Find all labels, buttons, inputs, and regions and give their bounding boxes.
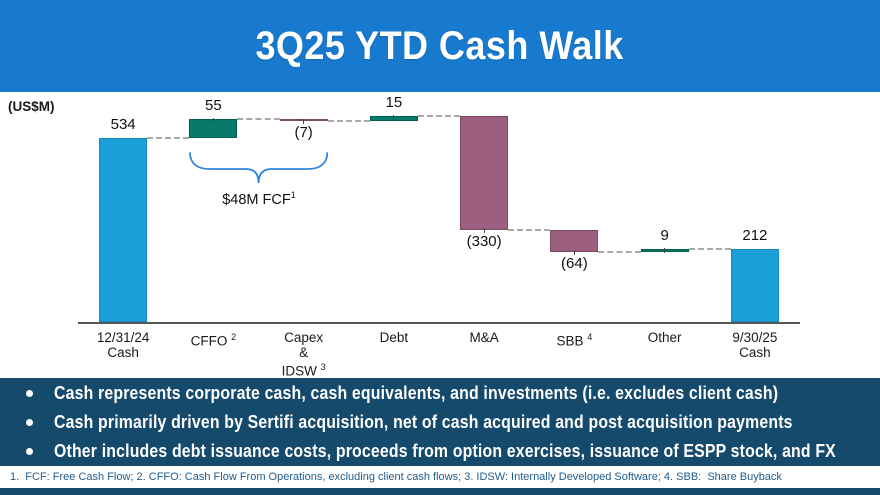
units-label: (US$M) bbox=[8, 99, 55, 114]
bottom-accent-bar bbox=[0, 488, 880, 495]
waterfall-bar-12-31-24-cash bbox=[99, 138, 148, 322]
connector-line bbox=[327, 120, 370, 123]
waterfall-bar-9-30-25-cash bbox=[730, 248, 779, 322]
label-leader-tick bbox=[393, 115, 395, 121]
footnote: 1. FCF: Free Cash Flow; 2. CFFO: Cash Fl… bbox=[0, 466, 880, 488]
x-axis-label-m-a: M&A bbox=[469, 330, 499, 345]
note-text: Cash represents corporate cash, cash equ… bbox=[54, 382, 779, 403]
waterfall-bar-m-a bbox=[460, 116, 509, 230]
x-axis-label-cffo: CFFO 2 bbox=[190, 332, 237, 349]
connector-line bbox=[147, 137, 190, 139]
connector-line bbox=[598, 251, 641, 254]
bullet-icon bbox=[26, 447, 33, 455]
x-axis-label-debt: Debt bbox=[379, 330, 409, 345]
bullet-icon bbox=[26, 418, 33, 426]
note-text: Cash primarily driven by Sertifi acquisi… bbox=[54, 411, 793, 432]
note-item: Cash primarily driven by Sertifi acquisi… bbox=[26, 409, 880, 435]
x-axis-line bbox=[78, 322, 800, 324]
bar-value-label: (7) bbox=[294, 124, 313, 142]
footnote-text: 1. FCF: Free Cash Flow; 2. CFFO: Cash Fl… bbox=[10, 471, 782, 483]
notes-panel: Cash represents corporate cash, cash equ… bbox=[0, 378, 880, 466]
bar-value-label: (64) bbox=[561, 255, 588, 273]
x-axis-label-other: Other bbox=[647, 330, 682, 345]
bullet-icon bbox=[26, 389, 33, 397]
bar-value-label: 534 bbox=[110, 116, 136, 133]
connector-line bbox=[417, 115, 461, 118]
bar-value-label: 55 bbox=[205, 97, 222, 115]
page-title: 3Q25 YTD Cash Walk bbox=[255, 23, 625, 68]
fcf-brace bbox=[189, 152, 329, 184]
connector-line bbox=[508, 229, 551, 231]
note-text: Other includes debt issuance costs, proc… bbox=[54, 440, 836, 461]
bar-value-label: (330) bbox=[466, 233, 502, 250]
x-axis-label-sbb: SBB 4 bbox=[556, 332, 593, 349]
connector-line bbox=[237, 118, 280, 121]
cash-walk-waterfall-chart: 534 12/31/24 Cash 55 CFFO 2 (7) Capex & IDSW 3 15… bbox=[78, 94, 800, 379]
bar-value-label: 9 bbox=[660, 226, 669, 244]
note-item: Other includes debt issuance costs, proc… bbox=[26, 438, 880, 464]
label-leader-tick bbox=[483, 228, 485, 233]
bar-value-label: 15 bbox=[385, 94, 403, 112]
bar-value-label: 212 bbox=[742, 226, 768, 244]
x-axis-label-capex-idsw: Capex & IDSW 3 bbox=[281, 330, 326, 379]
label-leader-tick bbox=[573, 250, 575, 256]
note-item: Cash represents corporate cash, cash equ… bbox=[26, 380, 880, 406]
title-bar: 3Q25 YTD Cash Walk bbox=[0, 0, 880, 92]
label-leader-tick bbox=[212, 118, 214, 124]
x-axis-label-12-31-24-cash: 12/31/24 Cash bbox=[96, 330, 150, 360]
label-leader-tick bbox=[303, 119, 305, 125]
label-leader-tick bbox=[664, 247, 666, 253]
x-axis-label-9-30-25-cash: 9/30/25 Cash bbox=[732, 330, 778, 360]
fcf-annotation-label: $48M FCF1 bbox=[222, 190, 296, 208]
connector-line bbox=[688, 247, 731, 250]
waterfall-bar-sbb bbox=[550, 230, 599, 253]
